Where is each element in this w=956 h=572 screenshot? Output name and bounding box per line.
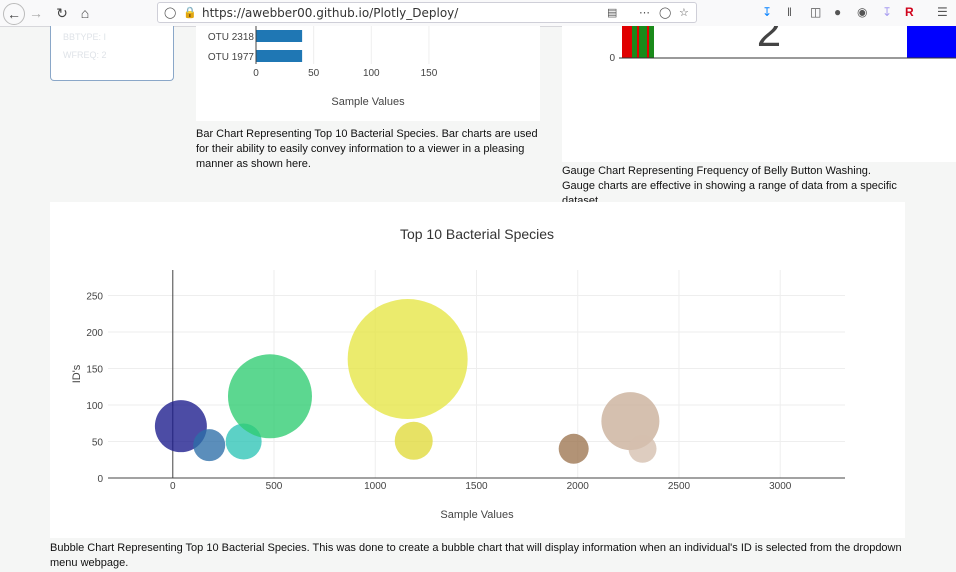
bubble-chart-caption: Bubble Chart Representing Top 10 Bacteri… <box>50 542 902 569</box>
forward-arrow-icon[interactable]: → <box>29 5 43 21</box>
bar-x-tick-label: 150 <box>421 68 438 79</box>
bubble-y-tick-label: 50 <box>92 438 104 449</box>
browser-toolbar: ← → ↻ ⌂ ◯ 🔒 https://awebber00.github.io/… <box>0 0 956 27</box>
panel-line: BBTYPE: I <box>63 32 107 42</box>
bubble-y-tick-label: 250 <box>86 292 103 303</box>
download-icon[interactable]: ↧ <box>762 5 773 19</box>
bar-y-tick-label: OTU 1977 <box>208 52 255 63</box>
bubble-x-tick-label: 2000 <box>567 481 590 492</box>
bubble-x-tick-label: 3000 <box>769 481 792 492</box>
reload-icon[interactable]: ↻ <box>56 4 68 21</box>
home-icon[interactable]: ⌂ <box>80 5 90 21</box>
gauge-band-green <box>632 26 654 58</box>
shield-icon[interactable]: ◯ <box>164 7 177 19</box>
bar-chart-card: 0 50 100 150 OTU 2318 OTU 1977 Sample Values <box>196 26 540 121</box>
gauge-value-number: 2 <box>757 26 781 56</box>
gauge-chart: 2 0 <box>609 7 956 64</box>
bar-chart-caption: Bar Chart Representing Top 10 Bacterial … <box>196 128 538 170</box>
back-arrow-icon[interactable]: ← <box>3 3 25 25</box>
bubble-y-tick-label: 200 <box>86 328 103 339</box>
bubble-x-axis-title: Sample Values <box>440 509 514 521</box>
bar-x-tick-label: 50 <box>308 68 320 79</box>
bubble-x-tick-label: 2500 <box>668 481 691 492</box>
library-icon[interactable]: ‖ <box>787 5 792 19</box>
bubble <box>227 354 312 439</box>
bar-y-tick-label: OTU 2318 <box>208 32 255 43</box>
bubble <box>154 400 207 453</box>
bubble <box>628 434 657 463</box>
page-actions-icon[interactable]: ⋯ <box>639 7 650 19</box>
demographic-info-panel: BBTYPE: I WFREQ: 2 <box>50 26 174 81</box>
url-text[interactable]: https://awebber00.github.io/Plotly_Deplo… <box>202 6 459 20</box>
gauge-zero-label: 0 <box>609 53 615 64</box>
bubble-y-tick-label: 100 <box>86 401 103 412</box>
bubble-chart-card: 0 50 100 150 200 250 0 500 1000 1500 2000 2500 3000 T… <box>50 202 905 538</box>
bubble-x-tick-label: 0 <box>170 481 176 492</box>
bookmark-star-icon[interactable]: ☆ <box>679 7 689 19</box>
bar <box>256 50 303 62</box>
bubble-y-tick-label: 150 <box>86 365 103 376</box>
bar-x-axis-title: Sample Values <box>331 96 405 108</box>
pocket-icon[interactable]: ◯ <box>659 7 672 19</box>
r-extension-icon[interactable]: R <box>905 5 914 19</box>
gauge-band-blue <box>907 26 956 58</box>
bar-x-tick-label: 100 <box>363 68 380 79</box>
url-bar[interactable]: ◯ 🔒 https://awebber00.github.io/Plotly_D… <box>157 2 697 23</box>
bar-x-tick-label: 0 <box>253 68 259 79</box>
lock-icon[interactable]: 🔒 <box>183 7 197 19</box>
panel-line: WFREQ: 2 <box>63 50 107 60</box>
download-extension-icon[interactable]: ↧ <box>882 5 893 19</box>
gauge-chart-card: 2 0 <box>562 7 956 162</box>
account-icon[interactable]: ● <box>834 5 842 19</box>
bubble-x-tick-label: 1500 <box>465 481 488 492</box>
bubble <box>193 429 226 462</box>
bubble-x-tick-label: 500 <box>266 481 283 492</box>
bar-chart: 0 50 100 150 OTU 2318 OTU 1977 Sample Values <box>208 26 438 108</box>
bubble-x-tick-label: 1000 <box>364 481 387 492</box>
menu-icon[interactable]: ☰ <box>937 5 948 19</box>
bubble <box>347 299 468 420</box>
bubble <box>558 433 589 464</box>
sidebar-icon[interactable]: ◫ <box>810 5 822 19</box>
bubble-y-tick-label: 0 <box>97 474 103 485</box>
bubble-chart-title: Top 10 Bacterial Species <box>400 226 554 242</box>
bar <box>256 30 303 42</box>
bubble <box>394 421 433 460</box>
extension-icon[interactable]: ◉ <box>857 5 868 19</box>
reader-view-icon[interactable]: ▤ <box>607 7 618 19</box>
bubble-y-axis-title: ID's <box>71 364 83 383</box>
